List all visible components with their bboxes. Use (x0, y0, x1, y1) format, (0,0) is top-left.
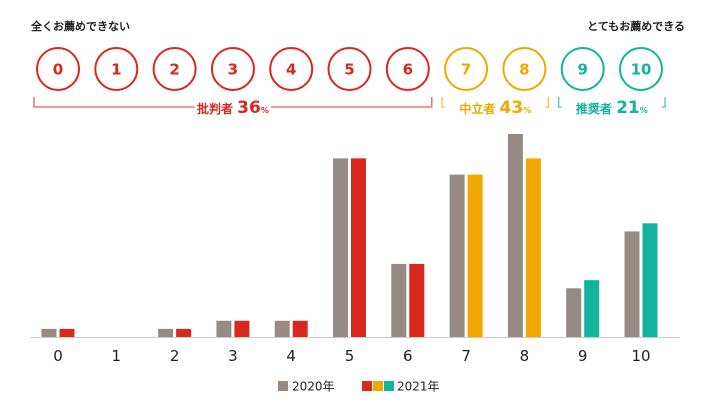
x-tick-label: 10 (631, 347, 650, 365)
bar-2020-5 (333, 158, 348, 337)
score-circle-8 (502, 47, 547, 91)
score-circle-6 (385, 47, 430, 91)
group-label-passive: 中立者 43% (459, 98, 531, 118)
score-circle-label: 6 (403, 61, 413, 79)
score-circle-label: 10 (631, 61, 652, 79)
score-circle-10 (619, 47, 663, 91)
bar-2021-4 (292, 320, 308, 337)
bar-2021-7 (467, 174, 483, 337)
bar-2021-5 (351, 158, 366, 337)
bar-2020-4 (274, 320, 290, 337)
bar-2021-10 (642, 223, 658, 337)
x-tick-label: 4 (286, 347, 296, 365)
bar-2020-7 (449, 174, 465, 337)
bar-2021-6 (409, 263, 425, 337)
legend-label-2021: 2021年 (397, 380, 440, 394)
score-circle-4 (269, 47, 314, 91)
bar-2021-9 (584, 280, 600, 337)
legend-swatch-2020 (278, 381, 288, 391)
score-circle-2 (152, 47, 197, 91)
score-circle-label: 9 (577, 61, 587, 79)
x-tick-label: 0 (53, 347, 63, 365)
score-circle-label: 8 (519, 61, 529, 79)
bar-2020-10 (624, 231, 640, 337)
bar-2021-2 (176, 328, 192, 337)
legend-swatch-2021 (384, 381, 394, 391)
x-tick-label: 1 (112, 347, 122, 365)
x-tick-label: 2 (170, 347, 180, 365)
score-circle-9 (560, 47, 605, 91)
score-circle-label: 0 (53, 61, 63, 79)
legend-swatch-2021 (373, 381, 383, 391)
score-circle-label: 3 (228, 61, 238, 79)
score-circle-label: 1 (111, 61, 121, 79)
scale-high-label: とてもお薦めできる (587, 20, 685, 33)
score-circle-label: 7 (461, 61, 471, 79)
bar-2020-0 (41, 328, 57, 337)
bar-2020-9 (566, 288, 582, 337)
bracket-promoter (558, 97, 666, 108)
x-tick-label: 9 (578, 347, 588, 365)
score-circle-7 (444, 47, 489, 91)
bar-2021-3 (234, 320, 250, 337)
bracket-passive (441, 97, 550, 108)
score-circle-5 (327, 47, 372, 91)
legend-label-2020: 2020年 (292, 380, 335, 394)
score-circle-0 (36, 47, 80, 91)
bar-2020-8 (507, 134, 523, 337)
x-tick-label: 3 (228, 347, 238, 365)
x-tick-label: 5 (345, 347, 355, 365)
bar-2021-0 (59, 328, 75, 337)
score-circle-3 (210, 47, 255, 91)
bracket-detractor (33, 97, 433, 108)
bar-2020-2 (158, 328, 174, 337)
group-label-detractor: 批判者 36% (197, 98, 269, 118)
bar-2020-6 (391, 263, 407, 337)
bar-2021-8 (525, 158, 541, 337)
x-tick-label: 6 (403, 347, 413, 365)
scale-low-label: 全くお薦めできない (31, 20, 130, 33)
legend-swatch-2021 (362, 381, 372, 391)
score-circle-1 (94, 47, 139, 91)
score-circle-label: 2 (169, 61, 179, 79)
x-tick-label: 8 (520, 347, 530, 365)
bar-2020-3 (216, 320, 232, 337)
score-circle-label: 5 (344, 61, 354, 79)
score-circle-label: 4 (286, 61, 296, 79)
group-label-promoter: 推奨者 21% (576, 98, 648, 118)
x-tick-label: 7 (461, 347, 471, 365)
